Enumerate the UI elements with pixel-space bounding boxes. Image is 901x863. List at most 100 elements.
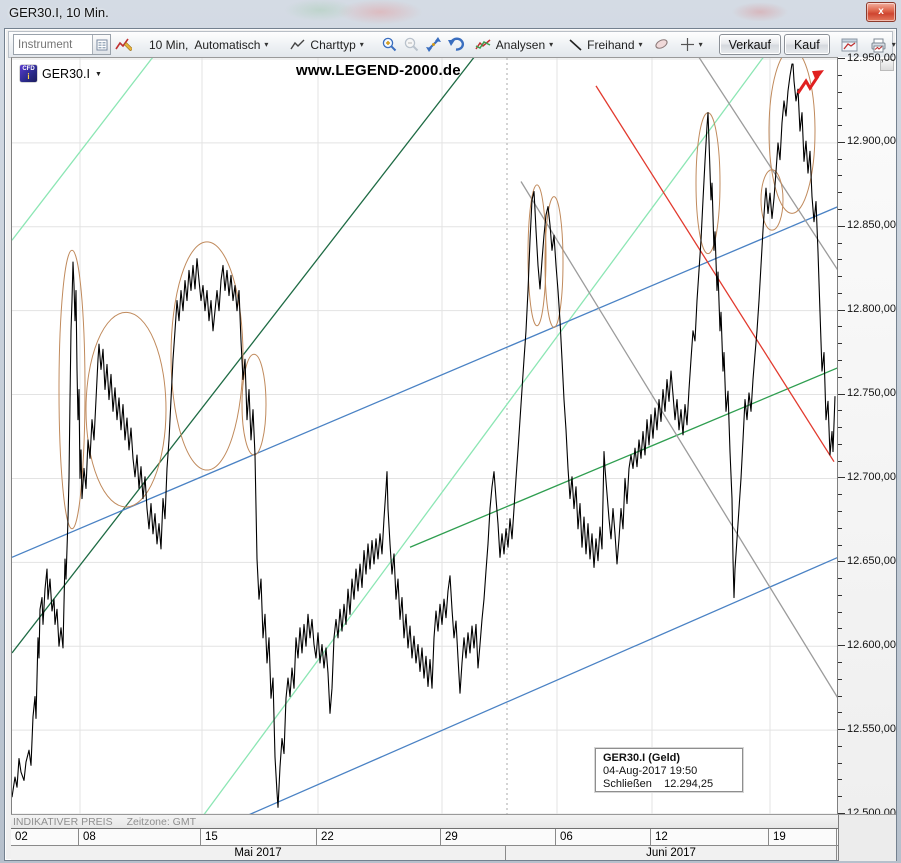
day-axis-cell: 19 xyxy=(769,829,837,845)
chevron-down-icon: ▾ xyxy=(359,40,364,49)
minor-tick xyxy=(838,343,842,345)
minor-tick xyxy=(838,678,842,680)
minor-tick xyxy=(838,242,842,244)
chevron-down-icon: ▾ xyxy=(264,40,269,49)
day-axis-cell: 06 xyxy=(556,829,651,845)
trendline-icon xyxy=(569,38,582,51)
instrument-list-button[interactable] xyxy=(92,35,110,54)
instrument-input[interactable] xyxy=(14,36,92,53)
analysis-chart-icon xyxy=(475,39,491,50)
chart-legend[interactable]: CFD i GER30.I ▼ xyxy=(20,65,102,82)
minor-tick xyxy=(838,443,842,445)
crosshair-icon xyxy=(680,38,694,51)
watermark: www.LEGEND-2000.de xyxy=(296,62,461,79)
minor-tick xyxy=(838,578,842,580)
charttype-label: Charttyp xyxy=(310,37,356,52)
red-downtrend xyxy=(595,85,835,463)
verkauf-button[interactable]: Verkauf xyxy=(718,34,781,55)
minor-tick xyxy=(838,611,842,613)
zoom-out-button[interactable] xyxy=(402,34,421,56)
minor-tick xyxy=(838,779,842,781)
window-titlebar[interactable]: GER30.I, 10 Min. x xyxy=(0,0,901,28)
chart-application-panel: 10 Min, Automatisch ▾ Charttyp ▾ xyxy=(4,28,897,861)
chart-edit-icon xyxy=(115,38,132,51)
minor-tick xyxy=(838,494,842,496)
minor-tick xyxy=(838,91,842,93)
undo-icon xyxy=(447,37,464,51)
minor-tick xyxy=(838,292,842,294)
major-tick xyxy=(838,813,845,814)
minor-tick xyxy=(838,175,842,177)
legend-symbol-label: GER30.I xyxy=(42,66,90,81)
charttype-dropdown[interactable]: Charttyp ▾ xyxy=(284,34,369,56)
freihand-label: Freihand xyxy=(587,37,635,52)
close-button[interactable]: x xyxy=(866,2,896,22)
analysen-dropdown[interactable]: Analysen ▾ xyxy=(469,34,559,56)
zoom-out-icon xyxy=(404,37,418,52)
gray-downtrend-2 xyxy=(698,58,838,271)
axis-corner xyxy=(838,814,896,861)
blue-channel-lower xyxy=(246,556,838,815)
minor-tick xyxy=(838,762,842,764)
month-axis-cell: Mai 2017 xyxy=(11,846,506,860)
chart-settings-button[interactable] xyxy=(114,34,133,56)
pan-arrows-icon xyxy=(425,37,441,52)
window-title: GER30.I, 10 Min. xyxy=(9,5,109,20)
info-box-datetime: 04-Aug-2017 19:50 xyxy=(603,765,698,777)
annotation-ellipse xyxy=(544,196,564,328)
undo-button[interactable] xyxy=(446,34,466,56)
price-scale[interactable]: 12.950,00 12.900,00 12.850,00 12.800,00 12.7… xyxy=(837,52,896,819)
annotation-ellipse xyxy=(527,184,547,327)
price-tick-label: 12.800,00 xyxy=(847,303,896,316)
minor-tick xyxy=(838,511,842,512)
price-tick-label: 12.850,00 xyxy=(847,219,896,232)
chevron-down-icon: ▼ xyxy=(94,71,102,78)
zoom-in-button[interactable] xyxy=(380,34,399,56)
pan-adjust-button[interactable] xyxy=(424,34,443,56)
scale-grip[interactable] xyxy=(880,59,894,71)
eraser-button[interactable] xyxy=(652,34,671,56)
timezone-note: Zeitzone: GMT xyxy=(126,815,197,828)
minor-tick xyxy=(838,628,842,630)
list-grid-icon xyxy=(96,39,107,50)
quote-info-box: GER30.I (Geld) 04-Aug-2017 19:50 Schließ… xyxy=(595,748,743,792)
freihand-dropdown[interactable]: Freihand ▾ xyxy=(562,34,648,56)
chart-window-icon xyxy=(841,38,858,51)
minor-tick xyxy=(838,410,842,412)
green-support xyxy=(409,367,838,548)
zoom-in-icon xyxy=(382,37,396,52)
annotation-ellipse xyxy=(241,353,267,456)
price-tick-label: 12.650,00 xyxy=(847,554,896,567)
minor-tick xyxy=(838,712,842,714)
crosshair-dropdown[interactable]: ▾ xyxy=(674,34,709,56)
analysen-label: Analysen xyxy=(495,37,546,52)
chevron-down-icon: ▾ xyxy=(698,40,703,49)
minor-tick xyxy=(838,460,842,462)
interval-dropdown[interactable]: 10 Min, Automatisch ▾ xyxy=(143,34,274,56)
blue-channel-upper xyxy=(12,206,838,558)
minor-tick xyxy=(838,662,842,663)
minor-tick xyxy=(838,360,842,361)
month-axis-cell: Juni 2017 xyxy=(506,846,837,860)
major-tick xyxy=(838,393,845,395)
cfd-instrument-icon: CFD i xyxy=(20,65,37,82)
major-tick xyxy=(838,477,845,479)
price-tick-label: 12.900,00 xyxy=(847,135,896,148)
new-chart-window-button[interactable] xyxy=(840,34,860,56)
minor-tick xyxy=(838,108,842,110)
minor-tick xyxy=(838,695,842,697)
x-axis-day-row[interactable]: 02 08 15 22 29 06 12 19 xyxy=(11,828,838,845)
x-axis-month-row[interactable]: Mai 2017 Juni 2017 xyxy=(11,845,838,860)
minor-tick xyxy=(838,427,842,429)
annotation-ellipse xyxy=(170,241,244,471)
price-line xyxy=(12,63,836,808)
price-tick-label: 12.750,00 xyxy=(847,387,896,400)
print-dropdown[interactable]: ▾ xyxy=(863,34,901,56)
minor-tick xyxy=(838,796,842,798)
kauf-button[interactable]: Kauf xyxy=(783,34,830,55)
chart-plot-area[interactable]: CFD i GER30.I ▼ www.LEGEND-2000.de GER30.… xyxy=(11,57,838,815)
instrument-combo xyxy=(13,34,111,55)
minor-tick xyxy=(838,544,842,546)
minor-tick xyxy=(838,192,842,194)
